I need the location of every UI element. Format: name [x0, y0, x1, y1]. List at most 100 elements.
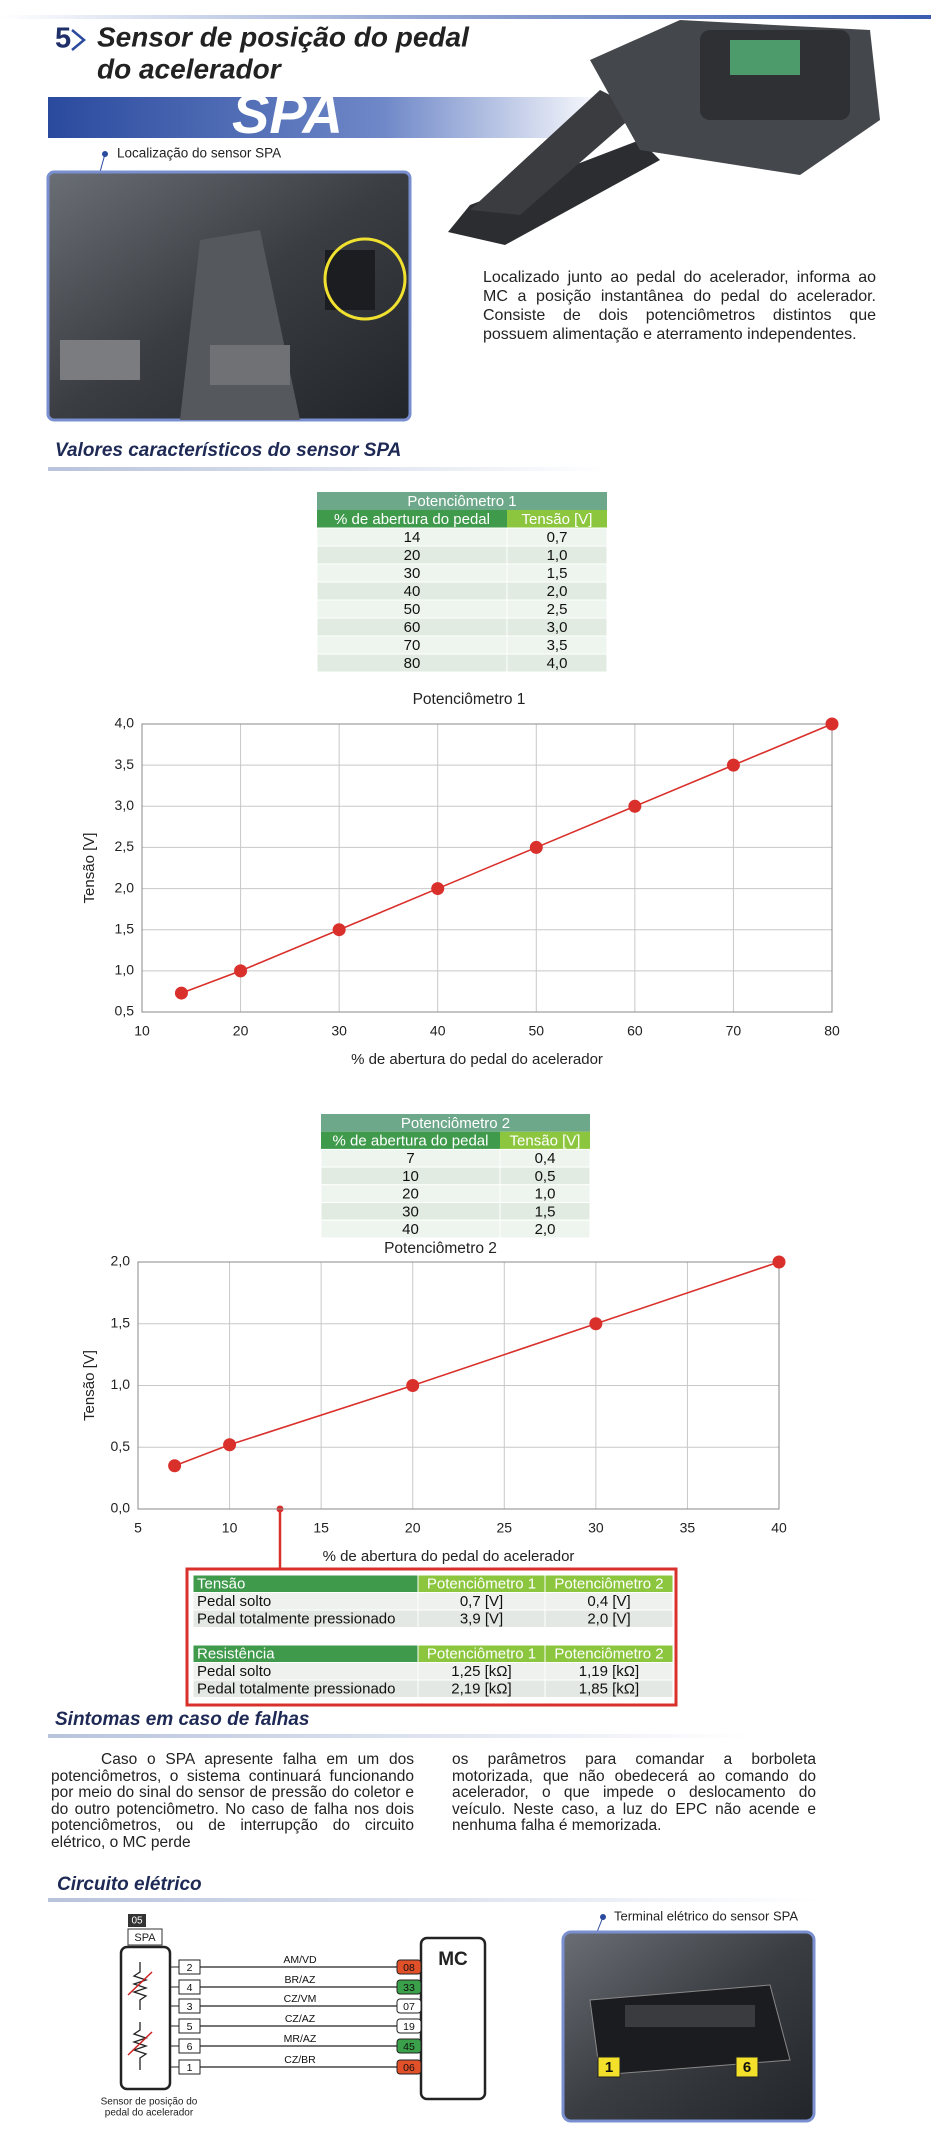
data-point	[406, 1379, 420, 1392]
table-cell-text: 30	[402, 1203, 419, 1220]
ecu-pin: 33	[403, 1982, 415, 1994]
summary-header: Potenciômetro 2	[554, 1576, 663, 1593]
summary-cell-text: 2,19 [kΩ]	[451, 1681, 511, 1698]
table-cell-text: 7	[406, 1150, 414, 1167]
ecu-label: MC	[438, 1949, 468, 1970]
y-tick-label: 4,0	[115, 715, 135, 731]
summary-cell-text: 2,0 [V]	[587, 1611, 630, 1628]
terminal-caption: Terminal elétrico do sensor SPA	[614, 1908, 798, 1923]
x-tick-label: 40	[430, 1023, 446, 1039]
summary-cell	[544, 1609, 674, 1628]
x-tick-label: 80	[824, 1023, 840, 1039]
summary-cell	[544, 1679, 674, 1698]
plot-frame	[141, 723, 833, 1013]
title-line: Sensor de posição do pedal	[97, 21, 470, 52]
component-label: SPA	[134, 1932, 156, 1944]
section-rule	[48, 467, 608, 471]
table-cell-text: 30	[404, 565, 421, 582]
ecu-pin: 08	[403, 1962, 415, 1974]
y-tick-label: 2,0	[115, 879, 135, 895]
x-tick-label: 40	[771, 1520, 787, 1536]
x-tick-label: 15	[313, 1520, 329, 1536]
summary-header: Tensão	[197, 1576, 245, 1593]
ecu-pin-badge	[396, 1959, 422, 1975]
y-tick-label: 1,0	[115, 962, 135, 978]
table-header-cell	[321, 1131, 500, 1150]
x-axis-label: % de abertura do pedal do acelerador	[351, 1051, 603, 1068]
table-cell-text: 1,0	[547, 547, 568, 564]
pin-badge	[597, 2056, 621, 2078]
table-cell-text: 50	[404, 601, 421, 618]
table-cell-text: 1,5	[547, 565, 568, 582]
table-cell-text: 60	[404, 619, 421, 636]
x-tick-label: 60	[627, 1023, 643, 1039]
x-tick-label: 20	[405, 1520, 421, 1536]
table-header-cell	[507, 510, 607, 528]
x-tick-label: 35	[680, 1520, 696, 1536]
data-point	[174, 986, 188, 1000]
ecu-pin-badge	[396, 2018, 422, 2034]
section-heading: Valores característicos do sensor SPA	[55, 440, 401, 461]
table-cell-text: 2,0	[535, 1221, 556, 1238]
table-header: Tensão [V]	[522, 511, 593, 528]
table-cell-text: 0,5	[535, 1168, 556, 1185]
summary-header: Potenciômetro 2	[554, 1646, 663, 1663]
table-cell-text: 2,5	[547, 601, 568, 618]
ecu-pin: 07	[403, 2001, 415, 2013]
y-tick-label: 0,0	[111, 1500, 131, 1516]
section-heading: Sintomas em caso de falhas	[55, 1709, 310, 1730]
table-header: % de abertura do pedal	[334, 511, 490, 528]
data-point	[772, 1255, 786, 1269]
section-rule	[48, 1734, 748, 1738]
summary-cell-text: Pedal solto	[197, 1593, 271, 1610]
table-cell-text: 1,5	[535, 1203, 556, 1220]
table-title-cell	[317, 492, 607, 510]
photo-caption: Localização do sensor SPA	[117, 146, 281, 161]
table-cell-text: 14	[404, 529, 421, 546]
table-cell-text: 10	[402, 1168, 419, 1185]
data-point	[234, 964, 248, 978]
summary-cell-text: Pedal totalmente pressionado	[197, 1611, 395, 1628]
connector-id: 05	[131, 1916, 143, 1927]
summary-cell-text: 3,9 [V]	[460, 1611, 503, 1628]
paragraph: os parâmetros para comandar a borboleta …	[452, 1751, 816, 1835]
table-cell-text: 3,0	[547, 619, 568, 636]
summary-header: Potenciômetro 1	[427, 1646, 536, 1663]
table-cell-text: 2,0	[547, 583, 568, 600]
ecu-pin-badge	[396, 2059, 422, 2075]
x-axis-label: % de abertura do pedal do acelerador	[323, 1548, 575, 1565]
data-point	[529, 840, 543, 854]
ecu-pin: 19	[403, 2021, 415, 2033]
pin-number: 4	[187, 1982, 193, 1994]
table-cell-text: 4,0	[547, 655, 568, 672]
pin-badge	[735, 2056, 759, 2078]
ecu-pin-badge	[396, 1979, 422, 1995]
y-tick-label: 0,5	[115, 1003, 135, 1019]
arrow-icon	[71, 29, 86, 51]
ecu-pin-badge	[396, 2038, 422, 2054]
chart-title: Potenciômetro 2	[384, 1240, 497, 1257]
data-point	[332, 923, 346, 937]
title-line: do acelerador	[97, 53, 283, 84]
pin-label: 6	[743, 2059, 751, 2076]
summary-cell-text: 0,7 [V]	[460, 1593, 503, 1610]
paragraph: Caso o SPA apresente falha em um dos pot…	[51, 1751, 414, 1851]
data-point	[431, 882, 445, 896]
diagram-caption: pedal do acelerador	[105, 2108, 194, 2119]
summary-header: Resistência	[197, 1646, 275, 1663]
x-tick-label: 30	[331, 1023, 347, 1039]
summary-header: Potenciômetro 1	[427, 1576, 536, 1593]
x-tick-label: 30	[588, 1520, 604, 1536]
data-point	[628, 799, 642, 813]
table-cell-text: 80	[404, 655, 421, 672]
table-title-cell	[321, 1114, 590, 1132]
table-cell	[506, 653, 608, 673]
data-point	[726, 758, 740, 772]
summary-cell-text: Pedal solto	[197, 1663, 271, 1680]
y-tick-label: 2,5	[115, 838, 135, 854]
terminal-photo	[561, 1930, 816, 2123]
pin-number: 2	[187, 1962, 193, 1974]
wire-color: CZ/AZ	[285, 2013, 316, 2025]
